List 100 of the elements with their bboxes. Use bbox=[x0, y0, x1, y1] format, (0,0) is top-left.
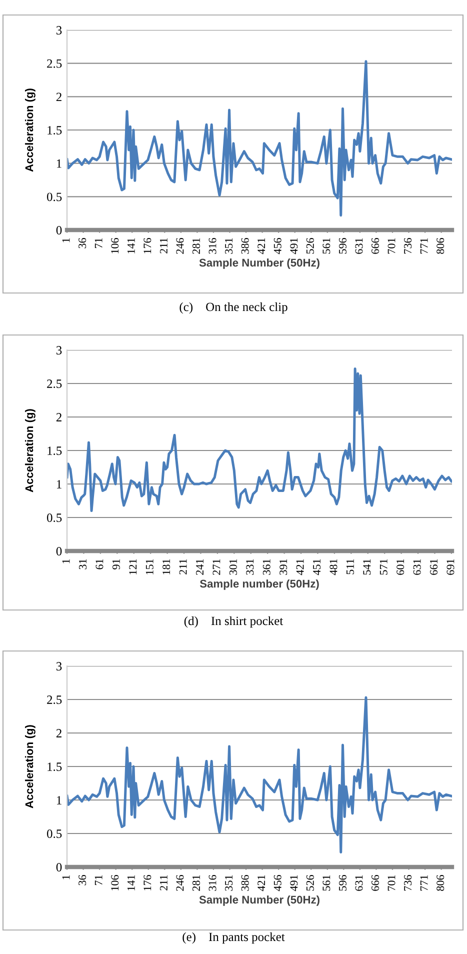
x-tick-label: 601 bbox=[396, 559, 404, 575]
y-tick-label: 3 bbox=[56, 662, 62, 670]
x-tick-label: 106 bbox=[111, 238, 119, 254]
x-tick-label: 456 bbox=[274, 874, 282, 892]
y-tick-label: 2 bbox=[56, 413, 62, 422]
x-tick-label: 526 bbox=[306, 874, 314, 891]
x-tick-label: 541 bbox=[363, 559, 371, 575]
x-tick-label: 211 bbox=[179, 559, 187, 574]
x-tick-label: 1 bbox=[62, 238, 70, 242]
x-tick-label: 451 bbox=[313, 559, 321, 576]
x-tick-label: 691 bbox=[446, 559, 454, 575]
y-tick-label: 1.5 bbox=[48, 762, 62, 772]
x-tick-label: 491 bbox=[290, 875, 298, 892]
x-tick-label: 771 bbox=[420, 238, 428, 254]
y-axis-title: Acceleration (g) bbox=[24, 88, 36, 172]
x-tick-label: 736 bbox=[404, 238, 412, 254]
x-tick-label: 631 bbox=[355, 875, 363, 891]
x-tick-label: 1 bbox=[62, 559, 70, 564]
x-tick-label: 491 bbox=[290, 238, 298, 254]
x-tick-label: 421 bbox=[258, 238, 265, 254]
x-tick-label: 36 bbox=[78, 238, 86, 248]
x-tick-label: 151 bbox=[146, 559, 154, 574]
x-tick-label: 511 bbox=[346, 559, 354, 574]
x-tick-label: 331 bbox=[246, 559, 254, 575]
x-tick-label: 71 bbox=[94, 875, 102, 886]
x-tick-label: 736 bbox=[404, 874, 412, 891]
line-series bbox=[67, 696, 452, 854]
x-tick-label: 771 bbox=[420, 875, 428, 891]
x-tick-label: 271 bbox=[212, 559, 220, 575]
x-tick-label: 351 bbox=[225, 875, 233, 891]
x-tick-label: 141 bbox=[127, 238, 135, 254]
x-tick-label: 391 bbox=[280, 559, 288, 575]
y-tick-label: 2 bbox=[56, 92, 62, 102]
x-tick-label: 31 bbox=[79, 559, 86, 570]
y-tick-label: 0.5 bbox=[46, 514, 62, 522]
x-tick-label: 91 bbox=[112, 559, 120, 570]
y-tick-label: 2.5 bbox=[47, 696, 62, 704]
x-tick-label: 246 bbox=[176, 238, 184, 254]
y-tick-label: 0.5 bbox=[46, 192, 62, 202]
x-tick-label: 806 bbox=[436, 238, 444, 254]
y-tick-label: 0 bbox=[56, 226, 62, 234]
y-tick-label: 1.5 bbox=[48, 126, 62, 135]
x-tick-label: 246 bbox=[176, 874, 184, 891]
x-tick-label: 456 bbox=[274, 238, 282, 254]
x-tick-label: 806 bbox=[436, 874, 444, 891]
x-tick-label: 351 bbox=[225, 238, 233, 254]
x-tick-label: 561 bbox=[322, 238, 330, 254]
x-tick-label: 1 bbox=[62, 875, 70, 880]
x-tick-label: 141 bbox=[127, 875, 135, 890]
y-tick-label: 0 bbox=[56, 547, 62, 556]
x-tick-label: 241 bbox=[196, 559, 204, 575]
x-tick-label: 181 bbox=[162, 559, 170, 574]
x-tick-label: 106 bbox=[111, 874, 119, 890]
x-tick-label: 701 bbox=[388, 875, 396, 891]
x-tick-label: 176 bbox=[144, 238, 152, 254]
y-tick-label: 0 bbox=[56, 863, 62, 872]
y-axis-title: Acceleration (g) bbox=[24, 725, 36, 808]
y-tick-label: 3 bbox=[56, 346, 62, 354]
x-axis-title: Sample Number (50Hz) bbox=[199, 258, 320, 269]
text: (e) In pants pocket bbox=[182, 932, 285, 944]
x-tick-label: 631 bbox=[413, 559, 421, 575]
x-tick-label: 666 bbox=[372, 238, 379, 254]
line-series bbox=[67, 60, 452, 217]
x-axis-title: Sample Number (50Hz) bbox=[199, 895, 320, 906]
x-tick-label: 281 bbox=[192, 875, 200, 891]
x-tick-label: 631 bbox=[355, 238, 363, 254]
x-tick-label: 121 bbox=[129, 559, 137, 574]
x-tick-label: 571 bbox=[380, 559, 388, 575]
x-axis-title: Sample number (50Hz) bbox=[200, 579, 319, 590]
x-tick-label: 36 bbox=[78, 874, 86, 886]
x-tick-label: 316 bbox=[208, 238, 216, 254]
y-tick-label: 1 bbox=[56, 159, 62, 168]
text: (c) On the neck clip bbox=[180, 302, 288, 314]
line-series bbox=[67, 368, 452, 512]
y-tick-label: 1.5 bbox=[48, 446, 62, 456]
x-tick-label: 211 bbox=[160, 875, 168, 890]
x-tick-label: 526 bbox=[306, 238, 314, 254]
x-tick-label: 701 bbox=[388, 238, 396, 254]
y-tick-label: 2.5 bbox=[47, 380, 62, 388]
x-tick-label: 61 bbox=[96, 559, 104, 570]
x-tick-label: 361 bbox=[262, 559, 270, 575]
y-tick-label: 1 bbox=[56, 480, 62, 488]
x-tick-label: 386 bbox=[241, 238, 249, 254]
x-tick-label: 666 bbox=[372, 874, 379, 891]
x-tick-label: 316 bbox=[208, 874, 216, 891]
x-tick-label: 176 bbox=[144, 874, 152, 890]
y-axis-title: Acceleration (g) bbox=[24, 409, 36, 492]
x-tick-label: 71 bbox=[94, 238, 102, 248]
x-tick-label: 211 bbox=[160, 238, 168, 254]
y-tick-label: 1 bbox=[56, 796, 62, 804]
x-tick-label: 661 bbox=[430, 559, 438, 575]
y-tick-label: 2 bbox=[56, 729, 62, 738]
x-tick-label: 561 bbox=[322, 875, 330, 891]
text: (d) In shirt pocket bbox=[184, 616, 284, 628]
x-tick-label: 421 bbox=[296, 559, 304, 576]
x-tick-label: 481 bbox=[330, 559, 338, 576]
x-tick-label: 301 bbox=[229, 559, 237, 575]
x-tick-label: 596 bbox=[338, 238, 346, 254]
y-tick-label: 3 bbox=[56, 26, 62, 34]
y-tick-label: 2.5 bbox=[47, 59, 62, 68]
